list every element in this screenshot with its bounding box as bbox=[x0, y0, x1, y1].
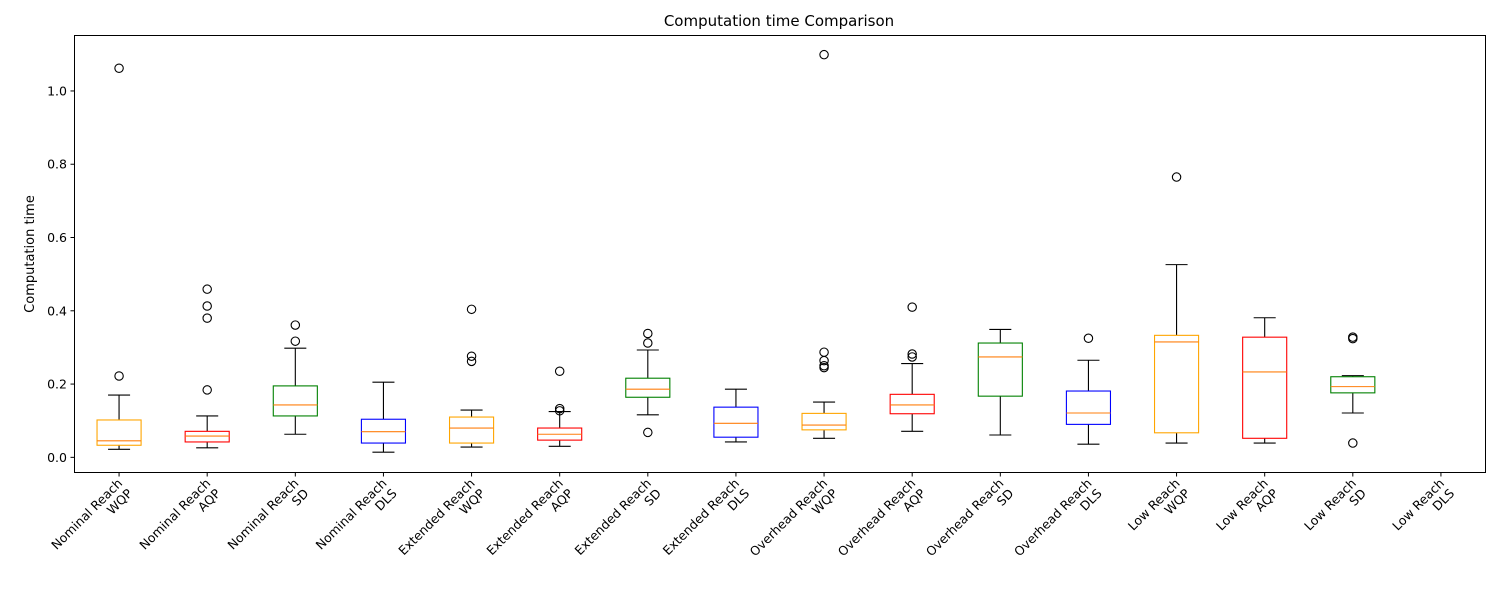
box-13 bbox=[1153, 172, 1200, 444]
x-tick-label-line1: Extended Reach bbox=[571, 476, 653, 558]
box-body bbox=[1242, 336, 1288, 439]
outlier-point bbox=[114, 63, 124, 73]
box-body bbox=[1153, 334, 1200, 434]
x-tick-label: Low ReachSD bbox=[1301, 476, 1369, 544]
x-tick-label-line1: Nominal Reach bbox=[224, 476, 301, 553]
y-tick-label: 0.2 bbox=[47, 377, 67, 392]
x-tick-label-line1: Overhead Reach bbox=[923, 476, 1007, 560]
outlier-point bbox=[554, 403, 565, 414]
y-tick-label: 0.4 bbox=[47, 303, 67, 318]
y-axis-label: Computation time bbox=[23, 195, 38, 313]
x-tick-label: Extended ReachSD bbox=[571, 476, 664, 569]
plot-frame bbox=[74, 35, 1486, 473]
box-2 bbox=[184, 284, 230, 449]
box-body bbox=[713, 406, 759, 438]
box-4 bbox=[360, 381, 407, 453]
outlier-point bbox=[643, 338, 653, 348]
y-tick-label: 0.6 bbox=[47, 230, 67, 245]
outlier-point bbox=[466, 356, 477, 367]
outlier-point bbox=[819, 347, 829, 357]
x-tick-label: Nominal ReachSD bbox=[224, 476, 311, 563]
x-tick-label: Nominal ReachWQP bbox=[48, 475, 136, 563]
outlier-point bbox=[1083, 333, 1094, 344]
x-tick-label: Low ReachAQP bbox=[1213, 475, 1281, 543]
outlier-point bbox=[202, 313, 212, 323]
outlier-point bbox=[202, 301, 212, 311]
box-9 bbox=[801, 49, 847, 439]
box-10 bbox=[889, 302, 935, 432]
box-body bbox=[889, 393, 935, 415]
x-tick-label: Nominal ReachAQP bbox=[136, 475, 224, 563]
outlier-point bbox=[114, 371, 124, 381]
x-tick-label: Overhead ReachWQP bbox=[747, 475, 841, 569]
x-tick-label: Extended ReachWQP bbox=[395, 475, 488, 568]
plot-area bbox=[96, 49, 1376, 453]
x-tick-label: Low ReachDLS bbox=[1389, 475, 1457, 543]
box-body bbox=[448, 416, 495, 444]
x-tick-label: Extended ReachDLS bbox=[660, 475, 753, 568]
box-5 bbox=[448, 304, 495, 448]
x-tick-label-line1: Low Reach bbox=[1301, 476, 1359, 534]
x-tick-label-line1: Nominal Reach bbox=[136, 476, 213, 553]
box-14 bbox=[1242, 317, 1288, 444]
outlier-point bbox=[1348, 332, 1358, 342]
outlier-point bbox=[1171, 172, 1182, 182]
x-tick-label-line1: Extended Reach bbox=[483, 476, 565, 558]
box-body bbox=[625, 377, 671, 398]
x-tick-label: Nominal ReachDLS bbox=[313, 475, 400, 562]
x-tick-label: Overhead ReachDLS bbox=[1011, 475, 1105, 569]
box-15 bbox=[1330, 332, 1376, 448]
x-tick-label-line1: Overhead Reach bbox=[835, 476, 919, 560]
outlier-point bbox=[202, 284, 212, 294]
x-tick-label: Overhead ReachAQP bbox=[835, 475, 929, 569]
x-tick-label-line1: Overhead Reach bbox=[747, 476, 831, 560]
outlier-point bbox=[466, 351, 477, 361]
y-tick-label: 1.0 bbox=[47, 83, 67, 98]
chart-title: Computation time Comparison bbox=[664, 12, 894, 30]
outlier-point bbox=[554, 366, 565, 376]
outlier-point bbox=[290, 320, 301, 330]
box-3 bbox=[272, 320, 318, 435]
box-7 bbox=[625, 328, 671, 438]
box-body bbox=[96, 419, 142, 446]
outlier-point bbox=[819, 49, 829, 60]
box-1 bbox=[96, 63, 142, 450]
outlier-point bbox=[202, 385, 212, 395]
box-12 bbox=[1065, 333, 1112, 445]
y-tick-label: 0.8 bbox=[47, 157, 67, 172]
box-body bbox=[801, 412, 847, 431]
outlier-point bbox=[907, 302, 917, 312]
outlier-point bbox=[907, 352, 917, 362]
box-8 bbox=[713, 388, 759, 443]
x-tick-label: Extended ReachAQP bbox=[483, 475, 576, 568]
outlier-point bbox=[466, 304, 477, 315]
y-axis: 0.0 0.2 0.4 0.6 0.8 1.0 bbox=[47, 83, 75, 465]
outlier-point bbox=[290, 336, 301, 346]
box-body bbox=[1065, 390, 1112, 425]
outlier-point bbox=[643, 328, 653, 339]
x-tick-label: Low ReachWQP bbox=[1125, 475, 1193, 543]
outlier-point bbox=[643, 427, 653, 438]
y-tick-label: 0.0 bbox=[47, 450, 67, 465]
x-tick-label-line1: Overhead Reach bbox=[1011, 476, 1095, 560]
x-axis: Nominal ReachWQP Nominal ReachAQP Nominal … bbox=[48, 472, 1457, 570]
box-body bbox=[977, 342, 1023, 397]
x-tick-label-line1: Nominal Reach bbox=[313, 476, 390, 553]
box-body bbox=[272, 385, 318, 417]
x-tick-label: Overhead ReachSD bbox=[923, 476, 1017, 570]
x-tick-label-line1: Extended Reach bbox=[660, 476, 742, 558]
box-11 bbox=[977, 328, 1023, 436]
outlier-point bbox=[819, 360, 829, 371]
box-6 bbox=[537, 366, 583, 447]
outlier-point bbox=[907, 349, 917, 359]
box-body bbox=[1330, 376, 1376, 394]
outlier-point bbox=[1348, 438, 1358, 448]
